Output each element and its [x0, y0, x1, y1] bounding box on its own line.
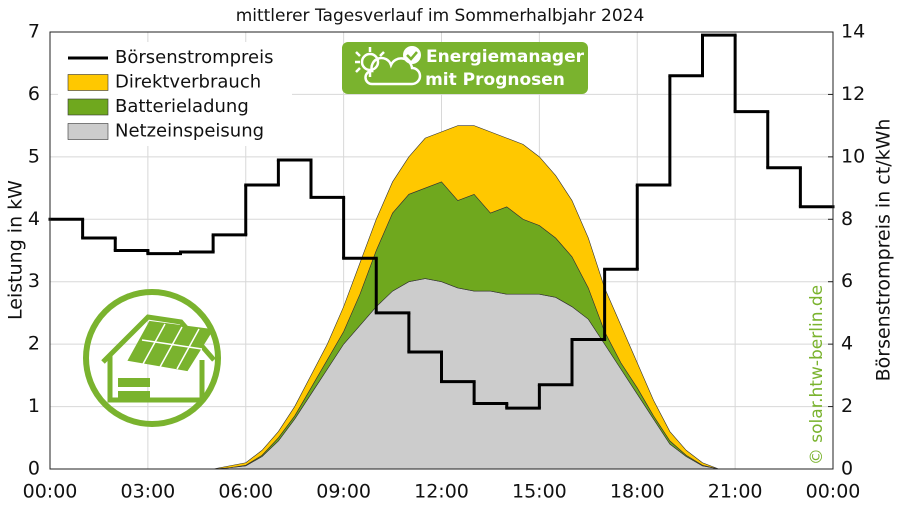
x-tick-label: 00:00	[806, 481, 861, 503]
x-tick-label: 15:00	[512, 481, 567, 503]
legend-label: Batterieladung	[115, 96, 249, 117]
x-tick-label: 18:00	[610, 481, 665, 503]
badge-icon	[355, 47, 422, 86]
legend-swatch	[67, 98, 109, 116]
y2-tick-label: 14	[841, 21, 865, 43]
y-tick-label: 7	[28, 21, 40, 43]
house-icon	[83, 289, 221, 427]
y-tick-label: 0	[28, 458, 40, 480]
badge-text: Energiemanager	[426, 47, 585, 67]
y-tick-label: 4	[28, 208, 40, 230]
y2-tick-label: 8	[841, 208, 853, 230]
y2-tick-label: 0	[841, 458, 853, 480]
y-tick-label: 5	[28, 145, 40, 167]
areas	[213, 125, 719, 470]
x-tick-label: 21:00	[708, 481, 763, 503]
legend: Börsenstrompreis Direktverbrauch Batteriel…	[58, 42, 292, 146]
y-tick-label: 6	[28, 83, 40, 105]
y2-tick-label: 4	[841, 333, 853, 355]
y2-tick-label: 2	[841, 395, 853, 417]
chart-title: mittlerer Tagesverlauf im Sommerhalbjahr…	[236, 6, 645, 26]
badge-text: mit Prognosen	[425, 70, 565, 90]
y2-axis-label: Börsenstrompreis in ct/kWh	[873, 119, 895, 382]
x-tick-label: 00:00	[23, 481, 78, 503]
area	[213, 278, 719, 470]
badge-check	[403, 46, 421, 64]
badge: Energiemanager mit Prognosen	[342, 42, 588, 94]
y-tick-label: 2	[28, 333, 40, 355]
x-tick-label: 03:00	[120, 481, 175, 503]
legend-swatch	[67, 123, 109, 140]
y-tick-label: 1	[28, 395, 40, 417]
plot-frame	[49, 31, 834, 470]
watermark: © solar.htw-berlin.de	[807, 285, 827, 465]
price-line	[48, 33, 835, 410]
y-axis-label: Leistung in kW	[5, 180, 27, 320]
legend-swatch	[67, 74, 109, 91]
legend-label: Börsenstrompreis	[115, 47, 274, 68]
x-tick-label: 12:00	[414, 481, 469, 503]
y2-tick-label: 6	[841, 270, 853, 292]
y-tick-label: 3	[28, 270, 40, 292]
y2-tick-label: 10	[841, 145, 865, 167]
badge-check-mark	[406, 51, 418, 61]
x-tick-label: 06:00	[218, 481, 273, 503]
legend-label: Direktverbrauch	[115, 72, 261, 93]
x-tick-label: 09:00	[316, 481, 371, 503]
y2-tick-label: 12	[841, 83, 865, 105]
legend-label: Netzeinspeisung	[115, 121, 264, 142]
